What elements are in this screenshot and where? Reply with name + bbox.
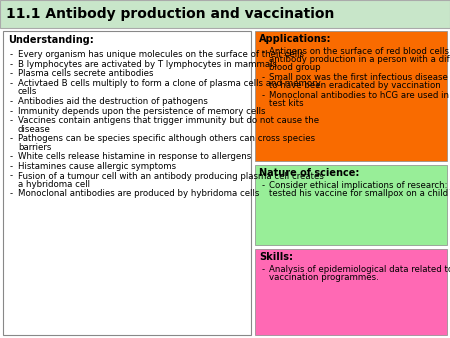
Text: blood group: blood group — [269, 64, 320, 72]
Text: -: - — [262, 265, 265, 274]
Text: -: - — [262, 73, 265, 82]
Text: Applications:: Applications: — [259, 34, 332, 44]
FancyBboxPatch shape — [255, 31, 447, 161]
Text: barriers: barriers — [18, 143, 51, 151]
Text: Antigens on the surface of red blood cells stimulate: Antigens on the surface of red blood cel… — [269, 47, 450, 56]
Text: -: - — [10, 69, 13, 78]
Text: Nature of science:: Nature of science: — [259, 168, 360, 178]
FancyBboxPatch shape — [255, 249, 447, 335]
Text: Understanding:: Understanding: — [8, 35, 94, 45]
Text: -: - — [10, 162, 13, 171]
Text: B lymphocytes are activated by T lymphocytes in mammals: B lymphocytes are activated by T lymphoc… — [18, 60, 277, 69]
Text: Every organism has unique molecules on the surface of their cells: Every organism has unique molecules on t… — [18, 50, 304, 59]
Text: -: - — [10, 79, 13, 88]
Text: Small pox was the first infectious disease of humans: Small pox was the first infectious disea… — [269, 73, 450, 82]
Text: 11.1 Antibody production and vaccination: 11.1 Antibody production and vaccination — [6, 7, 334, 21]
Text: -: - — [10, 152, 13, 161]
Text: to have been eradicated by vaccination: to have been eradicated by vaccination — [269, 81, 441, 90]
Text: Histamines cause allergic symptoms: Histamines cause allergic symptoms — [18, 162, 176, 171]
Text: Pathogens can be species specific although others can cross species: Pathogens can be species specific althou… — [18, 134, 315, 143]
Text: White cells release histamine in response to allergens: White cells release histamine in respons… — [18, 152, 251, 161]
Text: -: - — [10, 50, 13, 59]
FancyBboxPatch shape — [0, 0, 450, 28]
Text: -: - — [10, 60, 13, 69]
Text: -: - — [10, 107, 13, 116]
Text: -: - — [10, 116, 13, 125]
Text: -: - — [10, 172, 13, 180]
Text: Activtaed B cells multiply to form a clone of plasma cells and memory: Activtaed B cells multiply to form a clo… — [18, 79, 321, 88]
Text: disease: disease — [18, 125, 51, 134]
Text: Consider ethical implications of research: Jenner: Consider ethical implications of researc… — [269, 181, 450, 190]
Text: Skills:: Skills: — [259, 252, 293, 262]
Text: -: - — [262, 91, 265, 100]
Text: Immunity depends upon the persistence of memory cells: Immunity depends upon the persistence of… — [18, 107, 266, 116]
Text: Vaccines contain antigens that trigger immunity but do not cause the: Vaccines contain antigens that trigger i… — [18, 116, 319, 125]
Text: -: - — [10, 190, 13, 198]
FancyBboxPatch shape — [255, 165, 447, 245]
Text: tested his vaccine for smallpox on a child: tested his vaccine for smallpox on a chi… — [269, 189, 448, 198]
Text: vaccination programmes.: vaccination programmes. — [269, 273, 379, 282]
Text: cells: cells — [18, 87, 37, 96]
Text: -: - — [262, 181, 265, 190]
Text: Fusion of a tumour cell with an antibody producing plasma cell creates: Fusion of a tumour cell with an antibody… — [18, 172, 324, 180]
Text: Monoclonal antibodies to hCG are used in pregnancy: Monoclonal antibodies to hCG are used in… — [269, 91, 450, 100]
Text: -: - — [10, 97, 13, 106]
Text: -: - — [10, 134, 13, 143]
Text: Analysis of epidemiological data related to: Analysis of epidemiological data related… — [269, 265, 450, 274]
Text: a hybridoma cell: a hybridoma cell — [18, 180, 90, 189]
Text: antibody production in a person with a different: antibody production in a person with a d… — [269, 55, 450, 64]
FancyBboxPatch shape — [3, 31, 251, 335]
Text: Monoclonal antibodies are produced by hybridoma cells: Monoclonal antibodies are produced by hy… — [18, 190, 259, 198]
Text: Antibodies aid the destruction of pathogens: Antibodies aid the destruction of pathog… — [18, 97, 208, 106]
Text: Plasma cells secrete antibodies: Plasma cells secrete antibodies — [18, 69, 153, 78]
Text: test kits: test kits — [269, 99, 304, 108]
Text: -: - — [262, 47, 265, 56]
